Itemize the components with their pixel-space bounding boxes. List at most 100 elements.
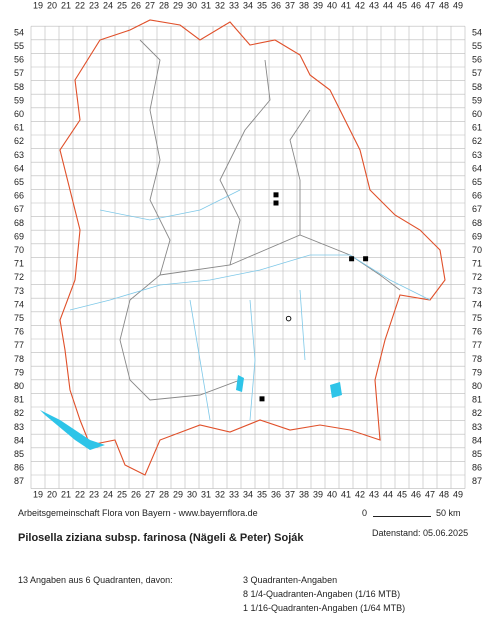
detail: 1 1/16-Quadranten-Angaben (1/64 MTB) xyxy=(243,603,406,613)
row-label: 79 xyxy=(14,367,24,377)
row-label: 83 xyxy=(472,422,482,432)
column-label: 48 xyxy=(439,0,449,10)
column-label: 42 xyxy=(355,489,365,499)
grid-labels: 19 19 20 20 21 21 22 22 23 23 24 24 25 25 26 26 27 27 28 28… xyxy=(14,0,482,499)
column-label: 34 xyxy=(243,0,253,10)
row-label: 62 xyxy=(14,136,24,146)
row-label: 75 xyxy=(14,313,24,323)
river xyxy=(69,189,431,421)
record-marker xyxy=(285,315,292,322)
column-label: 43 xyxy=(369,489,379,499)
row-label: 68 xyxy=(472,218,482,228)
column-label: 39 xyxy=(313,489,323,499)
row-label: 77 xyxy=(472,340,482,350)
lake xyxy=(330,382,342,398)
row-label: 59 xyxy=(14,95,24,105)
column-label: 44 xyxy=(383,0,393,10)
row-label: 73 xyxy=(14,286,24,296)
date: Datenstand: 05.06.2025 xyxy=(372,528,469,538)
row-label: 69 xyxy=(472,231,482,241)
column-label: 49 xyxy=(453,489,463,499)
column-label: 32 xyxy=(215,489,225,499)
column-label: 42 xyxy=(355,0,365,10)
row-label: 69 xyxy=(14,231,24,241)
row-label: 83 xyxy=(14,422,24,432)
record-marker xyxy=(349,256,355,262)
row-label: 57 xyxy=(14,68,24,78)
detail: 3 Quadranten-Angaben xyxy=(243,575,338,585)
row-label: 67 xyxy=(472,204,482,214)
column-label: 30 xyxy=(187,0,197,10)
row-label: 55 xyxy=(472,41,482,51)
region-border xyxy=(119,39,401,401)
column-label: 46 xyxy=(411,0,421,10)
column-label: 39 xyxy=(313,0,323,10)
column-label: 30 xyxy=(187,489,197,499)
record-marker xyxy=(363,256,369,262)
row-label: 85 xyxy=(14,449,24,459)
row-label: 76 xyxy=(14,327,24,337)
column-label: 31 xyxy=(201,489,211,499)
row-label: 56 xyxy=(14,55,24,65)
row-label: 58 xyxy=(14,82,24,92)
row-label: 60 xyxy=(472,109,482,119)
column-label: 19 xyxy=(33,0,43,10)
column-label: 45 xyxy=(397,0,407,10)
column-label: 27 xyxy=(145,489,155,499)
column-label: 46 xyxy=(411,489,421,499)
column-label: 40 xyxy=(327,0,337,10)
lake xyxy=(236,375,244,392)
column-label: 19 xyxy=(33,489,43,499)
column-label: 24 xyxy=(103,0,113,10)
column-label: 31 xyxy=(201,0,211,10)
row-label: 61 xyxy=(472,123,482,133)
row-label: 54 xyxy=(472,27,482,37)
row-label: 81 xyxy=(14,395,24,405)
row-label: 80 xyxy=(472,381,482,391)
row-label: 58 xyxy=(472,82,482,92)
markers xyxy=(259,192,369,402)
row-label: 57 xyxy=(472,68,482,78)
column-label: 48 xyxy=(439,489,449,499)
row-label: 79 xyxy=(472,367,482,377)
row-label: 82 xyxy=(472,408,482,418)
column-label: 29 xyxy=(173,489,183,499)
column-label: 28 xyxy=(159,0,169,10)
row-label: 59 xyxy=(472,95,482,105)
column-label: 40 xyxy=(327,489,337,499)
column-label: 20 xyxy=(47,489,57,499)
column-label: 43 xyxy=(369,0,379,10)
row-label: 74 xyxy=(14,299,24,309)
row-label: 85 xyxy=(472,449,482,459)
column-label: 21 xyxy=(61,489,71,499)
row-label: 76 xyxy=(472,327,482,337)
column-label: 41 xyxy=(341,489,351,499)
column-label: 47 xyxy=(425,0,435,10)
column-label: 23 xyxy=(89,0,99,10)
row-label: 74 xyxy=(472,299,482,309)
column-label: 26 xyxy=(131,489,141,499)
record-marker xyxy=(273,200,279,206)
column-label: 27 xyxy=(145,0,155,10)
column-label: 36 xyxy=(271,0,281,10)
row-label: 87 xyxy=(472,476,482,486)
detail: 8 1/4-Quadranten-Angaben (1/16 MTB) xyxy=(243,589,401,599)
row-label: 86 xyxy=(14,463,24,473)
column-label: 45 xyxy=(397,489,407,499)
column-label: 44 xyxy=(383,489,393,499)
title: Pilosella ziziana subsp. farinosa (Nägel… xyxy=(18,532,304,544)
column-label: 35 xyxy=(257,0,267,10)
column-label: 47 xyxy=(425,489,435,499)
column-label: 35 xyxy=(257,489,267,499)
column-label: 29 xyxy=(173,0,183,10)
column-label: 21 xyxy=(61,0,71,10)
column-label: 33 xyxy=(229,489,239,499)
record-marker xyxy=(273,192,279,198)
row-label: 78 xyxy=(472,354,482,364)
row-label: 84 xyxy=(14,435,24,445)
row-label: 64 xyxy=(14,163,24,173)
row-label: 56 xyxy=(472,55,482,65)
row-label: 71 xyxy=(14,259,24,269)
column-label: 22 xyxy=(75,0,85,10)
